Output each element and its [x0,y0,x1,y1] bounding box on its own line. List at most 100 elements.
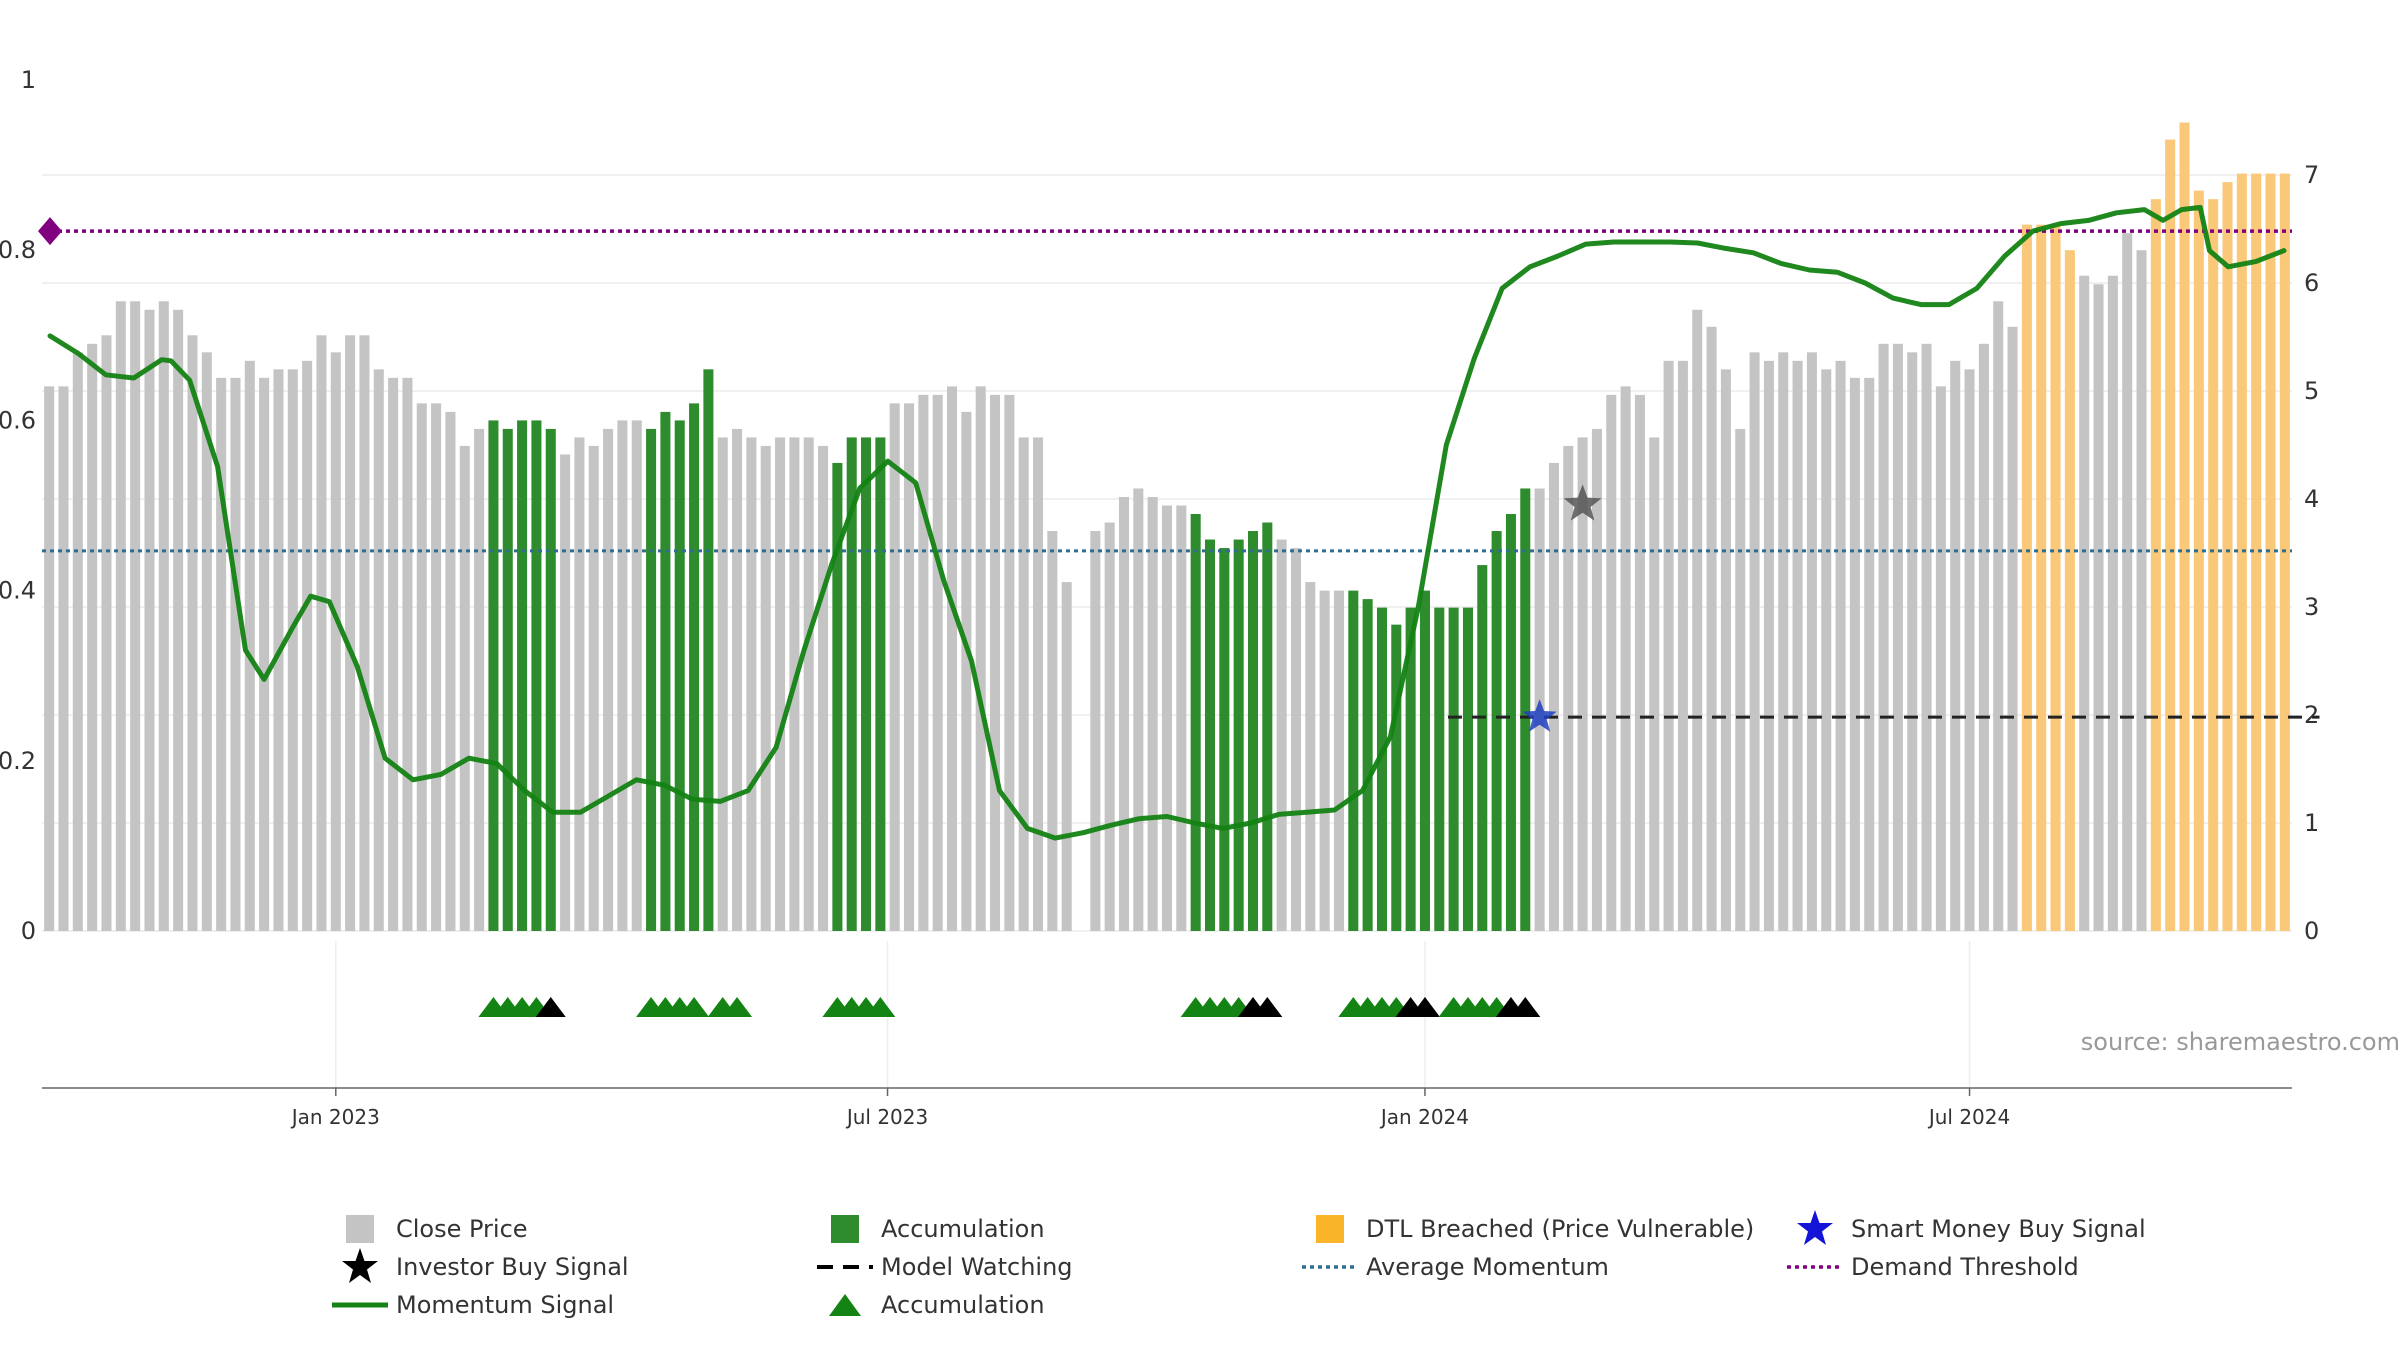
orange-square-icon [1300,1210,1360,1248]
close-price-bar [1763,360,1774,932]
accumulation-bar [703,369,714,932]
x-axis-tick-label: Jul 2024 [1927,1105,2010,1129]
close-price-bar [187,335,198,931]
accumulation-bar [1405,607,1416,931]
close-price-bar [1319,590,1330,931]
x-axis-tick-label: Jan 2024 [1379,1105,1469,1129]
left-axis-tick-label: 0.2 [0,747,36,775]
legend-label: Model Watching [881,1253,1073,1281]
close-price-bar [316,335,327,931]
close-price-bar [1864,377,1875,932]
accumulation-bar [1247,531,1259,931]
close-price-bar [1692,309,1703,931]
right-axis-tick-label: 3 [2304,593,2319,621]
close-price-bar [947,386,958,931]
right-axis-tick-label: 7 [2304,161,2319,189]
accumulation-bar [1262,522,1273,931]
left-axis-tick-label: 1 [21,66,36,94]
accumulation-bar [1190,514,1201,931]
close-price-bar [1935,386,1946,931]
left-axis-tick-label: 0 [21,917,36,945]
close-price-bar [373,369,384,932]
close-price-bar [1305,582,1316,931]
legend-item-dtl-breached: DTL Breached (Price Vulnerable) [1300,1210,1754,1248]
close-price-bar [1620,386,1631,931]
close-price-bar [345,335,356,931]
close-price-bar [975,386,986,931]
dtl-breached-bar [2021,224,2032,932]
close-price-bar [1735,428,1746,931]
demand-threshold-diamond [38,217,62,246]
dtl-breached-bar [2036,224,2047,932]
close-price-bar [1276,539,1287,931]
close-price-bar [1677,360,1688,932]
reference-lines [38,217,2320,719]
close-price-bar [402,377,413,932]
accumulation-bar [832,462,843,931]
green-triangle-icon [815,1286,875,1324]
accumulation-bar [1491,531,1502,931]
dtl-breached-bar [2251,173,2262,932]
close-price-bar [72,352,83,931]
close-price-bar [588,445,599,931]
close-price-bar [961,411,972,931]
close-price-bar [1333,590,1344,931]
close-price-bar [1978,343,1989,931]
accumulation-marker-green [865,997,896,1017]
investor-buy-signal-star [1563,484,1602,521]
legend-item-average-momentum: Average Momentum [1300,1248,1609,1286]
legend-item-accumulation-marker: Accumulation [815,1286,1045,1324]
dtl-breached-bar [2050,224,2061,932]
legend-label: Accumulation [881,1291,1045,1319]
accumulation-bar [660,411,671,931]
close-price-bar [1849,377,1860,932]
close-price-bar [1892,343,1903,931]
accumulation-marker-black [535,997,566,1017]
close-price-bar [259,377,270,932]
dtl-breached-bar [2165,139,2176,931]
close-price-bar [631,420,642,931]
accumulation-bar [846,437,857,931]
right-axis-tick-label: 1 [2304,809,2319,837]
close-price-bar [1147,496,1158,931]
accumulation-bar [861,437,872,931]
legend-label: Accumulation [881,1215,1045,1243]
legend-item-close-price: Close Price [330,1210,528,1248]
close-price-bar [1563,445,1574,931]
accumulation-bar [502,428,513,931]
close-price-bar [445,411,456,931]
close-price-bar [889,403,900,931]
close-price-bar [1806,352,1817,931]
close-price-bar [216,377,227,932]
close-price-bar [1964,369,1975,932]
accumulation-bar [545,428,556,931]
close-price-bar [115,301,126,931]
legend-item-momentum-signal: Momentum Signal [330,1286,614,1324]
close-price-bar [1907,352,1918,931]
close-price-bar [474,428,485,931]
accumulation-bar [646,428,657,931]
close-price-bar [1663,360,1674,932]
close-price-bar [1004,394,1015,931]
close-price-bar [1290,548,1301,931]
close-price-bar [230,377,241,932]
close-price-bar [1090,531,1101,931]
axes: 0 0.2 0.4 0.6 0.8 1 0 1 2 3 4 5 6 7 Jan 2023 Jul 2023 Ja… [0,66,2319,1129]
close-price-bar [87,343,98,931]
momentum-signal-line [47,204,2287,841]
close-price-bar [287,369,298,932]
accumulation-bar [1391,624,1402,931]
accumulation-bar [1462,607,1473,931]
purple-dotted-line-icon [1785,1248,1845,1286]
close-price-bar [2107,275,2118,932]
accumulation-marker-black [1252,997,1283,1017]
dtl-breached-bar [2208,199,2219,931]
close-price-bar [158,301,169,931]
legend: Close Price Accumulation DTL Breached (P… [0,1210,2400,1340]
close-price-bar [1176,505,1187,931]
close-price-bar [1993,301,2004,931]
close-price-bar [101,335,112,931]
close-price-bar [918,394,929,931]
close-price-bar [1778,352,1789,931]
